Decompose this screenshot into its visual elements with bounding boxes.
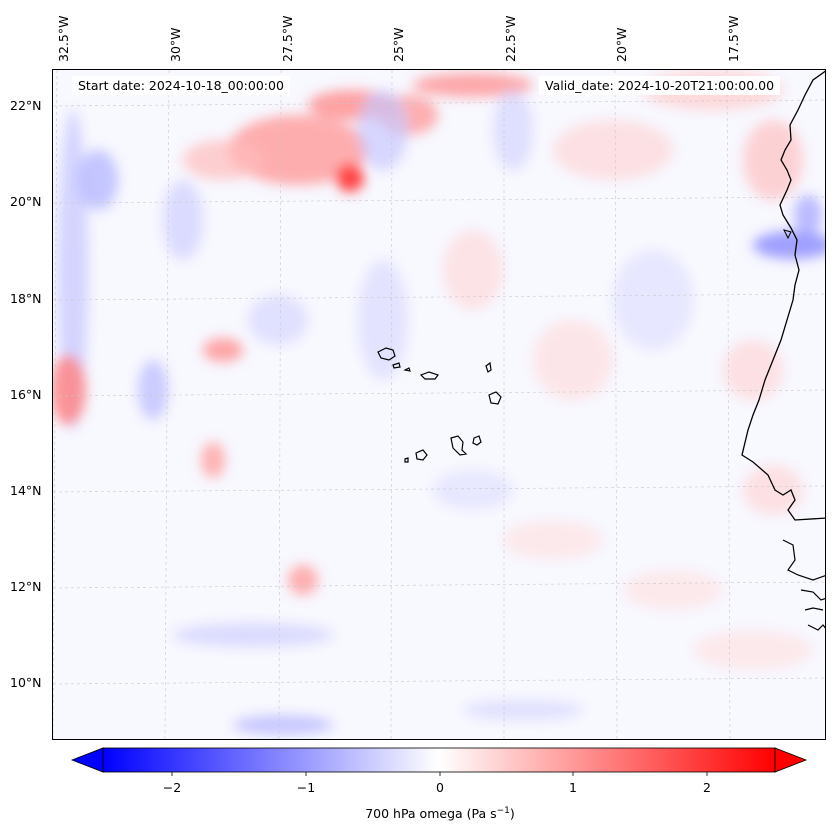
colorbar-extend-low	[70, 747, 104, 773]
colorbar-tick-0: 0	[436, 780, 444, 795]
map-panel[interactable]	[52, 69, 826, 740]
colorbar-label-text: 700 hPa omega (Pa s	[365, 806, 497, 822]
colorbar	[70, 747, 808, 776]
colorbar-gradient	[102, 747, 776, 773]
lat-label-12n: 12°N	[10, 579, 42, 594]
colorbar-label-exponent: −1	[496, 806, 510, 816]
omega-blobs	[53, 70, 825, 735]
colorbar-tick-neg2: −2	[162, 780, 182, 795]
lon-label-17-5w: 17.5°W	[726, 15, 741, 62]
lat-label-18n: 18°N	[10, 291, 42, 306]
lon-label-22-5w: 22.5°W	[503, 15, 518, 62]
omega-field	[53, 70, 825, 739]
colorbar-tick-neg1: −1	[296, 780, 316, 795]
colorbar-label: 700 hPa omega (Pa s−1)	[0, 806, 837, 821]
lon-label-27-5w: 27.5°W	[280, 15, 295, 62]
lat-label-10n: 10°N	[10, 675, 42, 690]
lat-label-20n: 20°N	[10, 194, 42, 209]
cape-verde-islands	[377, 347, 502, 463]
lon-label-32-5w: 32.5°W	[56, 15, 71, 62]
lat-label-14n: 14°N	[10, 483, 42, 498]
colorbar-label-close: )	[509, 806, 515, 822]
colorbar-tick-1: 1	[569, 780, 577, 795]
start-date-label: Start date: 2024-10-18_00:00:00	[72, 76, 290, 95]
colorbar-tick-2: 2	[703, 780, 711, 795]
valid-date-label: Valid_date: 2024-10-20T21:00:00.00	[539, 76, 781, 95]
coastline	[741, 70, 825, 521]
lon-label-25w: 25°W	[391, 27, 406, 62]
colorbar-extend-high	[774, 747, 808, 773]
lat-label-16n: 16°N	[10, 387, 42, 402]
lon-label-20w: 20°W	[614, 27, 629, 62]
lat-label-22n: 22°N	[10, 98, 42, 113]
graticule	[53, 70, 825, 739]
lon-label-30w: 30°W	[168, 27, 183, 62]
